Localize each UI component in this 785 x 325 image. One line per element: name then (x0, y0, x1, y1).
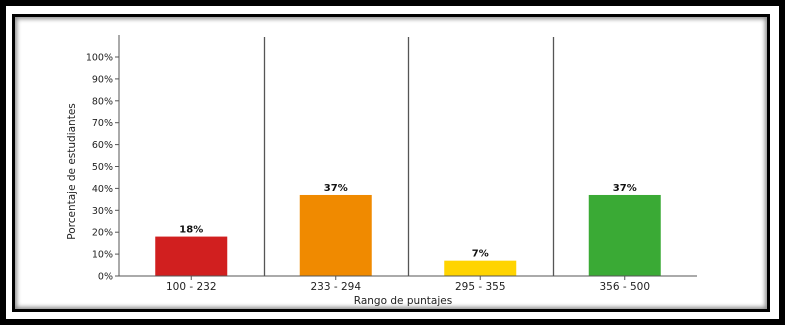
y-axis-title-group: Porcentaje de estudiantes (66, 103, 78, 240)
data-labels: 18% 37% 7% 37% (179, 183, 636, 260)
y-tick-label: 20% (92, 228, 113, 239)
x-tick-label: 100 - 232 (166, 281, 217, 293)
y-tick-label: 60% (92, 140, 113, 151)
bars (155, 194, 661, 276)
bar-2 (299, 194, 372, 276)
y-tick-label: 30% (92, 206, 113, 217)
y-tick-label: 10% (92, 250, 113, 261)
y-tick-label: 50% (92, 162, 113, 173)
x-axis-title: Rango de puntajes (354, 295, 452, 307)
x-tick-label: 295 - 355 (455, 281, 506, 293)
data-label-2: 37% (324, 183, 348, 194)
y-axis-ticks: 0% 10% 20% 30% 40% 50% 60% 70% 80% 90% 100% (86, 53, 119, 283)
category-separators (263, 37, 555, 276)
bar-4 (588, 194, 661, 276)
x-tick-label: 356 - 500 (599, 281, 650, 293)
y-tick-label: 80% (92, 96, 113, 107)
y-tick-label: 0% (98, 272, 113, 283)
bar-1 (155, 236, 228, 276)
y-tick-label: 100% (86, 53, 113, 64)
x-axis-ticks: 100 - 232 233 - 294 295 - 355 356 - 500 (166, 276, 650, 293)
x-tick-label: 233 - 294 (310, 281, 361, 293)
data-label-4: 37% (613, 183, 637, 194)
y-tick-label: 70% (92, 118, 113, 129)
data-label-3: 7% (472, 249, 489, 260)
y-tick-label: 40% (92, 184, 113, 195)
y-tick-label: 90% (92, 74, 113, 85)
data-label-1: 18% (179, 225, 203, 236)
y-axis-title: Porcentaje de estudiantes (66, 103, 78, 240)
bar-3 (444, 260, 517, 276)
